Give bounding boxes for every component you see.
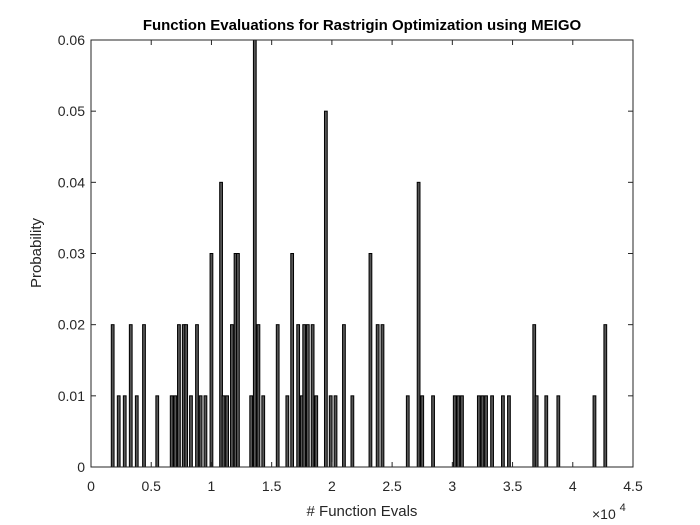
histogram-bar bbox=[350, 395, 355, 468]
histogram-bar bbox=[333, 395, 338, 468]
x-tick-label: 4 bbox=[569, 478, 577, 494]
histogram-bar bbox=[209, 253, 214, 468]
histogram-bar bbox=[368, 253, 373, 468]
x-tick-label: 2.5 bbox=[382, 478, 402, 494]
x-tick-label: 1.5 bbox=[262, 478, 282, 494]
histogram-bar bbox=[310, 324, 315, 468]
histogram-bar bbox=[452, 395, 457, 468]
histogram-bar bbox=[275, 324, 280, 468]
histogram-bar bbox=[484, 395, 488, 468]
histogram-bar bbox=[328, 395, 333, 468]
x-tick-label: 3 bbox=[448, 478, 456, 494]
chart-title: Function Evaluations for Rastrigin Optim… bbox=[143, 17, 582, 34]
histogram-bar bbox=[221, 395, 226, 468]
histogram-bar bbox=[195, 324, 199, 468]
x-axis-label: # Function Evals bbox=[307, 503, 418, 520]
y-axis-ticks: 0 0.01 0.02 0.03 0.04 0.05 0.06 bbox=[58, 32, 633, 475]
histogram-bar bbox=[184, 324, 189, 468]
histogram-bar bbox=[203, 395, 208, 468]
histogram-bar bbox=[314, 395, 319, 468]
histogram-bar bbox=[302, 324, 307, 468]
histogram-bar bbox=[405, 395, 410, 468]
histogram-bar bbox=[122, 395, 127, 468]
histogram-bar bbox=[342, 324, 346, 468]
histogram-bar bbox=[155, 395, 160, 468]
histogram-bar bbox=[456, 395, 461, 468]
histogram-bar bbox=[490, 395, 494, 468]
histogram-bar bbox=[592, 395, 597, 468]
histogram-bar bbox=[116, 395, 121, 468]
y-tick-label: 0.04 bbox=[58, 174, 85, 190]
histogram-bar bbox=[236, 253, 240, 468]
y-tick-label: 0.06 bbox=[58, 32, 85, 48]
histogram-bar bbox=[375, 324, 380, 468]
histogram-bar bbox=[507, 395, 511, 468]
y-tick-label: 0.05 bbox=[58, 103, 85, 119]
histogram-bar bbox=[305, 324, 310, 468]
x-axis-ticks: 0 0.5 1 1.5 2 2.5 3 3.5 4 4.5 bbox=[87, 40, 643, 494]
y-tick-label: 0.02 bbox=[58, 317, 85, 333]
histogram-bar bbox=[177, 324, 181, 468]
x-tick-label: 4.5 bbox=[623, 478, 643, 494]
histogram-bar bbox=[323, 110, 328, 468]
histogram-bar bbox=[480, 395, 485, 468]
x-tick-label: 0.5 bbox=[141, 478, 161, 494]
histogram-bar bbox=[380, 324, 385, 468]
histogram-bar bbox=[285, 395, 290, 468]
histogram-bar bbox=[198, 395, 203, 468]
histogram-bar bbox=[290, 253, 295, 468]
x-tick-label: 3.5 bbox=[503, 478, 523, 494]
histogram-bar bbox=[252, 39, 257, 468]
histogram-bar bbox=[501, 395, 505, 468]
histogram-bar bbox=[534, 395, 539, 468]
histogram-bar bbox=[544, 395, 549, 468]
y-axis-label: Probability bbox=[28, 217, 45, 288]
x-tick-label: 2 bbox=[328, 478, 336, 494]
histogram-bar bbox=[476, 395, 481, 468]
x-axis-multiplier-exponent: 4 bbox=[620, 502, 626, 514]
x-tick-label: 1 bbox=[208, 478, 216, 494]
histogram-bar bbox=[261, 395, 266, 468]
histogram-bar bbox=[460, 395, 464, 468]
x-axis-multiplier: ×10 4 bbox=[592, 502, 626, 522]
histogram-bar bbox=[128, 324, 133, 468]
histogram-bar bbox=[256, 324, 261, 468]
histogram-bar bbox=[189, 395, 193, 468]
histogram-bar bbox=[173, 395, 178, 468]
histogram-bar bbox=[431, 395, 435, 468]
histogram-bar bbox=[230, 324, 234, 468]
histogram-bar bbox=[416, 181, 421, 468]
histogram-bar bbox=[169, 395, 174, 468]
y-tick-label: 0 bbox=[77, 459, 85, 475]
histogram-bar bbox=[110, 324, 115, 468]
y-tick-label: 0.01 bbox=[58, 388, 85, 404]
x-tick-label: 0 bbox=[87, 478, 95, 494]
histogram-bar bbox=[249, 395, 254, 468]
x-axis-multiplier-base: ×10 bbox=[592, 506, 616, 522]
y-tick-label: 0.03 bbox=[58, 246, 85, 262]
histogram-bar bbox=[225, 395, 229, 468]
histogram-bar bbox=[134, 395, 139, 468]
histogram-bar bbox=[556, 395, 561, 468]
histogram-bar bbox=[420, 395, 425, 468]
histogram-bar bbox=[296, 324, 301, 468]
histogram-bar bbox=[603, 324, 608, 468]
histogram-bar bbox=[142, 324, 146, 468]
bars-group bbox=[110, 39, 608, 468]
